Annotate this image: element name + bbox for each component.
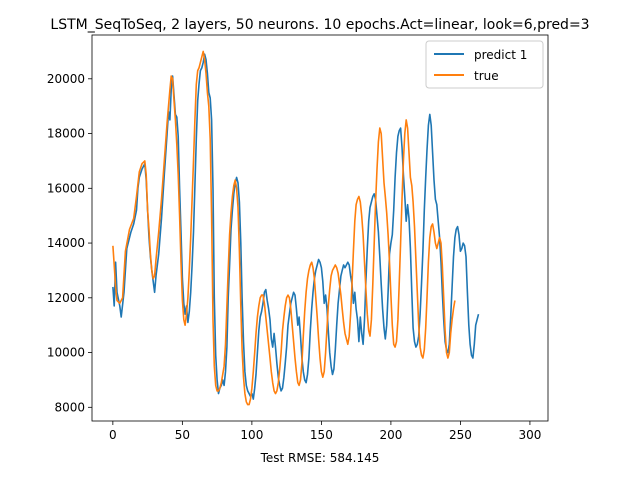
x-tick-label: 200: [379, 428, 402, 442]
x-tick-label: 150: [310, 428, 333, 442]
series-line-true: [112, 50, 456, 406]
y-tick-label: 18000: [47, 127, 85, 141]
x-tick-label: 250: [449, 428, 472, 442]
legend-box: [425, 40, 544, 89]
x-axis-label: Test RMSE: 584.145: [260, 451, 380, 465]
plot-area: [112, 50, 480, 406]
chart-title: LSTM_SeqToSeq, 2 layers, 50 neurons. 10 …: [50, 17, 589, 33]
legend-label-predict: predict 1: [474, 48, 527, 62]
x-axis: 0 50 100 150 200 250 300: [109, 421, 541, 442]
y-tick-label: 10000: [47, 346, 85, 360]
y-tick-label: 12000: [47, 291, 85, 305]
axes-frame: [91, 34, 549, 422]
legend: predict 1 true: [425, 40, 544, 89]
y-tick-label: 20000: [47, 72, 85, 86]
series-line-predict: [112, 53, 480, 400]
x-tick-label: 100: [240, 428, 263, 442]
y-tick-label: 8000: [54, 400, 85, 414]
y-tick-label: 14000: [47, 236, 85, 250]
x-tick-label: 300: [518, 428, 541, 442]
y-axis: 8000 10000 12000 14000 16000 18000 20000: [47, 72, 92, 414]
x-tick-label: 50: [175, 428, 190, 442]
y-tick-label: 16000: [47, 181, 85, 195]
legend-label-true: true: [474, 69, 499, 83]
x-tick-label: 0: [109, 428, 117, 442]
